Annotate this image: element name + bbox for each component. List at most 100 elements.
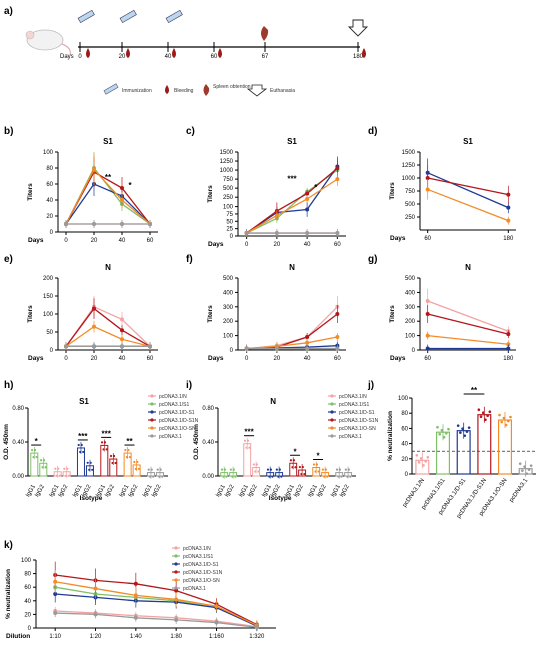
series-pcdna3-1-d-s1n bbox=[64, 298, 152, 351]
series-line bbox=[65, 183, 151, 225]
data-point bbox=[436, 425, 439, 429]
data-point bbox=[305, 196, 310, 201]
data-point bbox=[156, 468, 159, 471]
data-point bbox=[158, 475, 161, 478]
chart-j: j)% neutralization020406080100pcDNA3.1/N… bbox=[367, 380, 536, 520]
x-tick-label: IgG2 bbox=[224, 483, 236, 498]
data-point bbox=[292, 459, 296, 462]
legend-marker bbox=[330, 410, 334, 414]
x-tick-label: 1:40 bbox=[130, 634, 142, 640]
y-tick-label: 1250 bbox=[220, 159, 234, 165]
y-tick-label: 1500 bbox=[220, 150, 234, 156]
data-point bbox=[120, 198, 124, 202]
y-tick-label: 0.00 bbox=[12, 474, 24, 480]
data-point bbox=[440, 428, 444, 432]
chart-e: e) N Titers 0 50 100 150 200 0 20 40 60 Days bbox=[4, 254, 158, 362]
data-point bbox=[305, 231, 310, 236]
data-point bbox=[456, 424, 460, 427]
x-axis-label: Days bbox=[28, 237, 44, 244]
data-point bbox=[55, 474, 58, 477]
y-tick-label: 0.80 bbox=[202, 406, 214, 412]
timeline-day-label: 40 bbox=[165, 54, 172, 60]
data-point bbox=[461, 427, 464, 430]
blood-drop-icon bbox=[362, 48, 366, 58]
y-tick-label: 400 bbox=[405, 290, 416, 296]
series-line bbox=[55, 574, 258, 626]
legend-label: pcDNA3.1/N bbox=[183, 546, 211, 552]
y-tick-label: 20 bbox=[46, 214, 53, 220]
y-axis-label: Titers bbox=[27, 183, 34, 201]
significance-label: ** bbox=[126, 437, 133, 446]
series-pcdna3-1-d-s1 bbox=[425, 344, 511, 353]
panel-label-a: a) bbox=[4, 6, 13, 17]
y-tick-label: 1000 bbox=[402, 176, 416, 182]
data-point bbox=[269, 468, 273, 471]
y-tick-label: 300 bbox=[223, 305, 234, 311]
chart-title: N bbox=[289, 263, 295, 272]
data-point bbox=[278, 468, 281, 471]
y-tick-label: 80 bbox=[24, 572, 31, 578]
x-tick-label: pcDNA3.1 bbox=[509, 477, 530, 503]
y-tick-label: 0.80 bbox=[12, 406, 24, 412]
legend-marker bbox=[174, 554, 178, 558]
legend-bleeding: Bleeding bbox=[174, 88, 194, 94]
x-tick-label: 40 bbox=[119, 356, 126, 362]
data-point bbox=[133, 460, 136, 464]
data-point bbox=[335, 468, 339, 471]
y-tick-label: 20 bbox=[24, 612, 31, 618]
data-point bbox=[425, 176, 430, 180]
significance-label: * bbox=[35, 437, 39, 446]
data-point bbox=[425, 333, 430, 338]
x-axis-label: Days bbox=[28, 355, 44, 362]
data-point bbox=[346, 475, 349, 478]
y-tick-label: 0 bbox=[50, 348, 54, 354]
data-point bbox=[148, 344, 152, 349]
data-point bbox=[41, 466, 44, 469]
data-point bbox=[277, 475, 280, 478]
y-tick-label: 0 bbox=[230, 234, 234, 240]
data-point bbox=[80, 443, 83, 447]
series-pcdna3-1 bbox=[64, 220, 152, 228]
series-line bbox=[65, 325, 151, 348]
legend-label: pcDNA3.1/D-S1N bbox=[159, 418, 199, 424]
data-point bbox=[103, 441, 107, 444]
data-point bbox=[92, 344, 96, 349]
series-pcdna3-1-d-s1n bbox=[244, 305, 340, 353]
data-point bbox=[321, 468, 324, 471]
significance-label: * bbox=[128, 181, 132, 190]
y-tick-label: 40 bbox=[46, 198, 53, 204]
x-tick-label: IgG2 bbox=[104, 483, 116, 498]
data-point bbox=[502, 416, 506, 420]
legend-label: pcDNA3.1 bbox=[339, 434, 362, 440]
legend-label: pcDNA3.1 bbox=[183, 586, 206, 592]
series-pcdna3-1-o-sn bbox=[425, 331, 511, 349]
data-point bbox=[335, 312, 340, 316]
spleen-icon bbox=[261, 26, 269, 41]
y-tick-label: 500 bbox=[223, 186, 234, 192]
y-tick-label: 60 bbox=[24, 585, 31, 591]
y-axis-label: Titers bbox=[389, 182, 396, 200]
syringe-icon bbox=[103, 83, 119, 95]
y-axis-label: Titers bbox=[27, 305, 34, 323]
syringe-icon bbox=[77, 9, 95, 24]
series-pcdna3-1-n bbox=[64, 296, 152, 351]
data-point bbox=[479, 415, 483, 419]
data-point bbox=[109, 454, 113, 458]
x-axis-label: Days bbox=[390, 235, 406, 242]
legend-marker bbox=[150, 426, 154, 430]
timeline-day-label: 60 bbox=[211, 54, 218, 60]
data-point bbox=[337, 475, 340, 478]
data-point bbox=[133, 593, 138, 598]
y-tick-label: 250 bbox=[223, 195, 234, 201]
data-point bbox=[459, 431, 462, 434]
data-point bbox=[506, 205, 511, 210]
series-line bbox=[246, 167, 338, 234]
blood-drop-icon bbox=[86, 48, 90, 58]
chart-title: S1 bbox=[103, 137, 113, 146]
series-line bbox=[246, 178, 338, 234]
data-point bbox=[335, 335, 340, 340]
